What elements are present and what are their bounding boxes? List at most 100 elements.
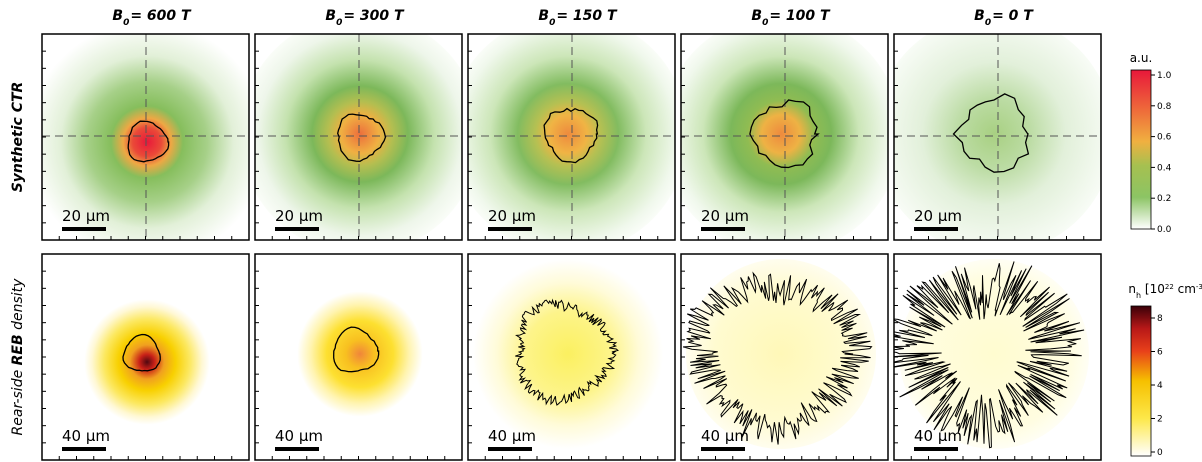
panel-image: [42, 254, 249, 460]
scale-bar-label: 40 µm: [275, 427, 323, 445]
panel-frame: [41, 253, 250, 461]
panel-image: [468, 34, 675, 240]
scale-bar-label: 40 µm: [488, 427, 536, 445]
row-label-part: Rear-side: [10, 365, 26, 435]
title-subscript: 0: [985, 18, 991, 28]
title-rest: = 600 T: [130, 8, 192, 24]
panel-image: [42, 34, 249, 240]
scale-bar: [275, 447, 319, 451]
scale-bar: [488, 227, 532, 231]
row-label: Synthetic CTR: [10, 82, 26, 193]
intensity-map: [265, 259, 455, 449]
intensity-map: [473, 259, 663, 449]
panel-frame: [254, 253, 463, 461]
colorbar-tick-label: 0.8: [1157, 102, 1172, 112]
title-subscript: 0: [123, 18, 129, 28]
title-subscript: 0: [336, 18, 342, 28]
panel: 40 µm: [893, 253, 1102, 461]
title-symbol: B: [538, 8, 549, 24]
colorbar-tick-label: 1.0: [1157, 71, 1172, 81]
scale-bar: [914, 227, 958, 231]
intensity-map: [681, 34, 888, 240]
title-symbol: B: [751, 8, 762, 24]
panel-frame: [467, 253, 676, 461]
contour: [122, 333, 161, 372]
panel: 40 µm: [254, 253, 463, 461]
panel-image: [681, 254, 888, 460]
scale-bar-label: 20 µm: [275, 207, 323, 225]
intensity-map: [468, 34, 675, 240]
column-title: B0= 150 T: [538, 8, 618, 28]
title-subscript: 0: [549, 18, 555, 28]
panel-frame: [680, 253, 889, 461]
colorbar-title-part: cm: [1174, 282, 1196, 296]
panel: 40 µm: [41, 253, 250, 461]
contour: [333, 326, 380, 373]
row-label-part: Synthetic CTR: [10, 82, 26, 193]
colorbar-title: nh [1022 cm-3]: [1128, 282, 1202, 300]
colorbar-title-part: [10: [1141, 282, 1165, 296]
title-rest: = 300 T: [343, 8, 405, 24]
panel: 20 µm: [680, 33, 889, 241]
contour: [952, 93, 1030, 173]
colorbar-tick-label: 0.0: [1157, 225, 1172, 235]
title-symbol: B: [112, 8, 123, 24]
scale-bar-label: 40 µm: [62, 427, 110, 445]
contour: [749, 99, 820, 169]
contour: [682, 271, 873, 445]
panel-image: [894, 34, 1101, 240]
panel-frame: [680, 33, 889, 241]
scale-bar-label: 20 µm: [701, 207, 749, 225]
colorbar-tick-label: 8: [1157, 314, 1163, 324]
title-rest: = 0 T: [992, 8, 1034, 24]
scale-bar-label: 40 µm: [914, 427, 962, 445]
panel: 20 µm: [893, 33, 1102, 241]
contour: [127, 120, 170, 163]
scale-bar: [275, 227, 319, 231]
scale-bar: [701, 447, 745, 451]
panel-frame: [254, 33, 463, 241]
panel: 40 µm: [680, 253, 889, 461]
scale-bar-label: 20 µm: [488, 207, 536, 225]
colorbar-tick-label: 0: [1157, 448, 1163, 458]
colorbar-tick-label: 2: [1157, 415, 1163, 425]
scale-bar: [701, 227, 745, 231]
panel-frame: [893, 33, 1102, 241]
colorbar: [1130, 305, 1152, 457]
intensity-map: [894, 34, 1101, 240]
panel-image: [894, 254, 1101, 460]
panel-image: [468, 254, 675, 460]
panel: 20 µm: [41, 33, 250, 241]
intensity-map: [255, 34, 462, 240]
row-label: Rear-side REB density: [10, 278, 26, 436]
colorbar: [1130, 69, 1152, 230]
colorbar-title-part: a.u.: [1130, 51, 1153, 65]
colorbar-title-part: 22: [1165, 283, 1174, 291]
scale-bar-label: 20 µm: [62, 207, 110, 225]
scale-bar: [62, 447, 106, 451]
colorbar-tick-label: 6: [1157, 348, 1163, 358]
colorbar-title-part: n: [1128, 282, 1136, 296]
column-title: B0= 0 T: [974, 8, 1034, 28]
title-subscript: 0: [762, 18, 768, 28]
colorbar-tick-label: 0.4: [1157, 163, 1172, 173]
contour: [543, 107, 599, 164]
colorbar-title-part: h: [1136, 291, 1141, 300]
contour: [337, 113, 387, 162]
title-rest: = 100 T: [769, 8, 831, 24]
panel-frame: [41, 33, 250, 241]
title-symbol: B: [325, 8, 336, 24]
row-label-part: density: [10, 278, 26, 334]
title-rest: = 150 T: [556, 8, 618, 24]
colorbar-title: a.u.: [1130, 51, 1153, 65]
colorbar-tick-label: 0.2: [1157, 194, 1171, 204]
column-title: B0= 100 T: [751, 8, 831, 28]
colorbar-tick-label: 4: [1157, 381, 1163, 391]
column-title: B0= 600 T: [112, 8, 192, 28]
colorbar-tick-label: 0.6: [1157, 133, 1172, 143]
panel: 40 µm: [467, 253, 676, 461]
intensity-map: [42, 34, 249, 240]
panel-image: [681, 34, 888, 240]
